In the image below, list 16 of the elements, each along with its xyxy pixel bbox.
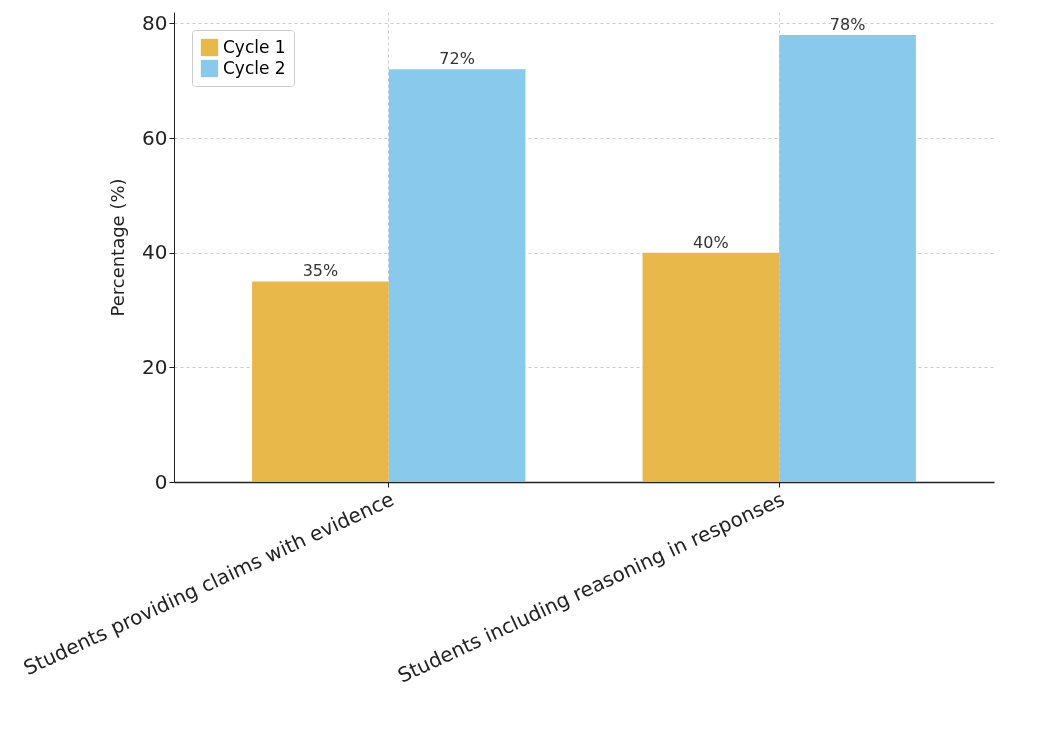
y-tick-label: 40	[142, 240, 168, 265]
legend-label: Cycle 1	[223, 36, 286, 57]
data-label: 35%	[302, 261, 339, 281]
y-axis-title: Percentage (%)	[107, 178, 129, 317]
y-tick-label: 80	[142, 10, 168, 35]
legend-label: Cycle 2	[223, 57, 286, 78]
data-label: 72%	[439, 49, 475, 69]
data-label: 40%	[693, 232, 729, 252]
bar	[779, 34, 916, 482]
data-label: 78%	[829, 14, 866, 34]
bar	[642, 252, 780, 482]
y-tick-label: 60	[142, 125, 168, 150]
bar	[388, 69, 526, 482]
y-tick-label: 20	[142, 354, 168, 379]
y-tick-label: 0	[154, 469, 168, 494]
bar	[252, 281, 389, 482]
